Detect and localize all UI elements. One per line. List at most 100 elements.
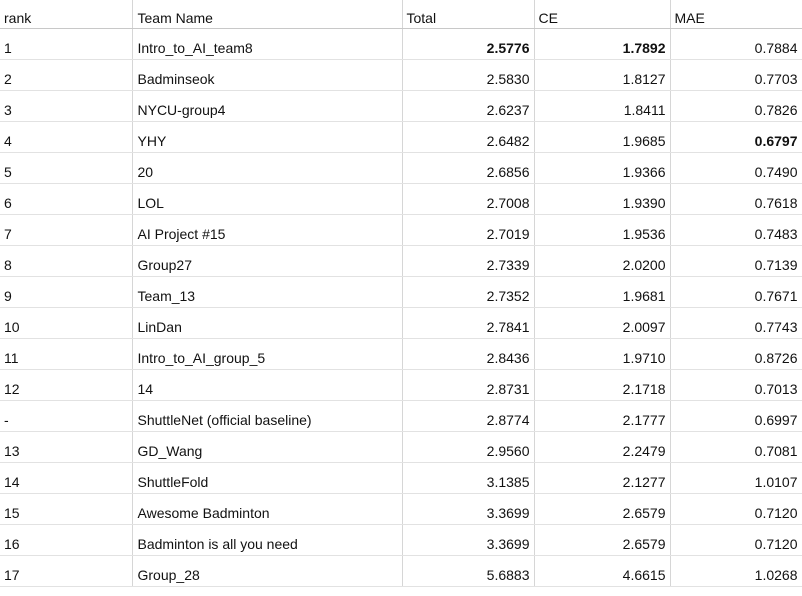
rank-cell: 7	[0, 214, 133, 246]
ce-cell: 1.9366	[534, 152, 671, 184]
total-cell: 2.8436	[402, 338, 535, 370]
header-row: rank Team Name Total CE MAE	[0, 0, 802, 29]
total-cell: 2.9560	[402, 431, 535, 463]
rank-cell: 2	[0, 59, 133, 91]
table-row: - ShuttleNet (official baseline) 2.8774 2.1…	[0, 400, 802, 432]
rank-cell: 3	[0, 90, 133, 122]
team-name-cell: ShuttleFold	[132, 462, 403, 494]
ce-cell: 4.6615	[534, 555, 671, 587]
mae-cell: 1.0268	[670, 555, 802, 587]
ce-cell: 2.2479	[534, 431, 671, 463]
rank-cell: 12	[0, 369, 133, 401]
ce-cell: 2.1718	[534, 369, 671, 401]
rank-cell: 10	[0, 307, 133, 339]
mae-cell: 0.7884	[670, 28, 802, 60]
table-row: 4 YHY 2.6482 1.9685 0.6797	[0, 121, 802, 153]
ce-cell: 1.9710	[534, 338, 671, 370]
mae-cell: 0.7743	[670, 307, 802, 339]
table-row: 6 LOL 2.7008 1.9390 0.7618	[0, 183, 802, 215]
mae-cell: 0.7139	[670, 245, 802, 277]
rank-cell: 16	[0, 524, 133, 556]
total-cell: 2.7019	[402, 214, 535, 246]
team-name-cell: NYCU-group4	[132, 90, 403, 122]
mae-cell: 0.7120	[670, 524, 802, 556]
rank-cell: -	[0, 400, 133, 432]
rank-cell: 13	[0, 431, 133, 463]
rank-cell: 11	[0, 338, 133, 370]
total-cell: 2.6482	[402, 121, 535, 153]
header-ce: CE	[534, 0, 671, 29]
table-row: 7 AI Project #15 2.7019 1.9536 0.7483	[0, 214, 802, 246]
total-cell: 2.5830	[402, 59, 535, 91]
team-name-cell: Group_28	[132, 555, 403, 587]
mae-cell: 0.6797	[670, 121, 802, 153]
team-name-cell: Group27	[132, 245, 403, 277]
total-cell: 2.8774	[402, 400, 535, 432]
mae-cell: 0.7671	[670, 276, 802, 308]
mae-cell: 0.8726	[670, 338, 802, 370]
mae-cell: 0.6997	[670, 400, 802, 432]
table-row: 13 GD_Wang 2.9560 2.2479 0.7081	[0, 431, 802, 463]
rank-cell: 17	[0, 555, 133, 587]
team-name-cell: 14	[132, 369, 403, 401]
rank-cell: 6	[0, 183, 133, 215]
total-cell: 3.3699	[402, 493, 535, 525]
ce-cell: 2.0097	[534, 307, 671, 339]
total-cell: 3.1385	[402, 462, 535, 494]
table-row: 15 Awesome Badminton 3.3699 2.6579 0.7120	[0, 493, 802, 525]
table-row: 2 Badminseok 2.5830 1.8127 0.7703	[0, 59, 802, 91]
ce-cell: 2.0200	[534, 245, 671, 277]
rank-cell: 14	[0, 462, 133, 494]
team-name-cell: Badminton is all you need	[132, 524, 403, 556]
team-name-cell: AI Project #15	[132, 214, 403, 246]
total-cell: 2.7352	[402, 276, 535, 308]
rank-cell: 4	[0, 121, 133, 153]
mae-cell: 0.7081	[670, 431, 802, 463]
table-row: 17 Group_28 5.6883 4.6615 1.0268	[0, 555, 802, 587]
ce-cell: 2.6579	[534, 524, 671, 556]
ce-cell: 1.9536	[534, 214, 671, 246]
team-name-cell: Intro_to_AI_team8	[132, 28, 403, 60]
total-cell: 5.6883	[402, 555, 535, 587]
total-cell: 2.7841	[402, 307, 535, 339]
table-row: 12 14 2.8731 2.1718 0.7013	[0, 369, 802, 401]
header-mae: MAE	[670, 0, 802, 29]
ce-cell: 2.1277	[534, 462, 671, 494]
ce-cell: 1.9681	[534, 276, 671, 308]
rank-cell: 5	[0, 152, 133, 184]
ce-cell: 2.1777	[534, 400, 671, 432]
total-cell: 2.5776	[402, 28, 535, 60]
total-cell: 3.3699	[402, 524, 535, 556]
rank-cell: 1	[0, 28, 133, 60]
header-total: Total	[402, 0, 535, 29]
table-row: 8 Group27 2.7339 2.0200 0.7139	[0, 245, 802, 277]
mae-cell: 0.7490	[670, 152, 802, 184]
team-name-cell: GD_Wang	[132, 431, 403, 463]
table-row: 10 LinDan 2.7841 2.0097 0.7743	[0, 307, 802, 339]
mae-cell: 0.7618	[670, 183, 802, 215]
team-name-cell: Intro_to_AI_group_5	[132, 338, 403, 370]
team-name-cell: Team_13	[132, 276, 403, 308]
rank-cell: 8	[0, 245, 133, 277]
ce-cell: 2.6579	[534, 493, 671, 525]
mae-cell: 0.7013	[670, 369, 802, 401]
table-row: 3 NYCU-group4 2.6237 1.8411 0.7826	[0, 90, 802, 122]
ce-cell: 1.8127	[534, 59, 671, 91]
mae-cell: 0.7120	[670, 493, 802, 525]
table-row: 5 20 2.6856 1.9366 0.7490	[0, 152, 802, 184]
ce-cell: 1.9685	[534, 121, 671, 153]
header-team-name: Team Name	[132, 0, 403, 29]
team-name-cell: 20	[132, 152, 403, 184]
mae-cell: 0.7483	[670, 214, 802, 246]
ce-cell: 1.7892	[534, 28, 671, 60]
rank-cell: 9	[0, 276, 133, 308]
mae-cell: 1.0107	[670, 462, 802, 494]
total-cell: 2.8731	[402, 369, 535, 401]
header-rank: rank	[0, 0, 133, 29]
team-name-cell: YHY	[132, 121, 403, 153]
table-row: 16 Badminton is all you need 3.3699 2.6579 0…	[0, 524, 802, 556]
team-name-cell: LinDan	[132, 307, 403, 339]
ce-cell: 1.9390	[534, 183, 671, 215]
team-name-cell: ShuttleNet (official baseline)	[132, 400, 403, 432]
